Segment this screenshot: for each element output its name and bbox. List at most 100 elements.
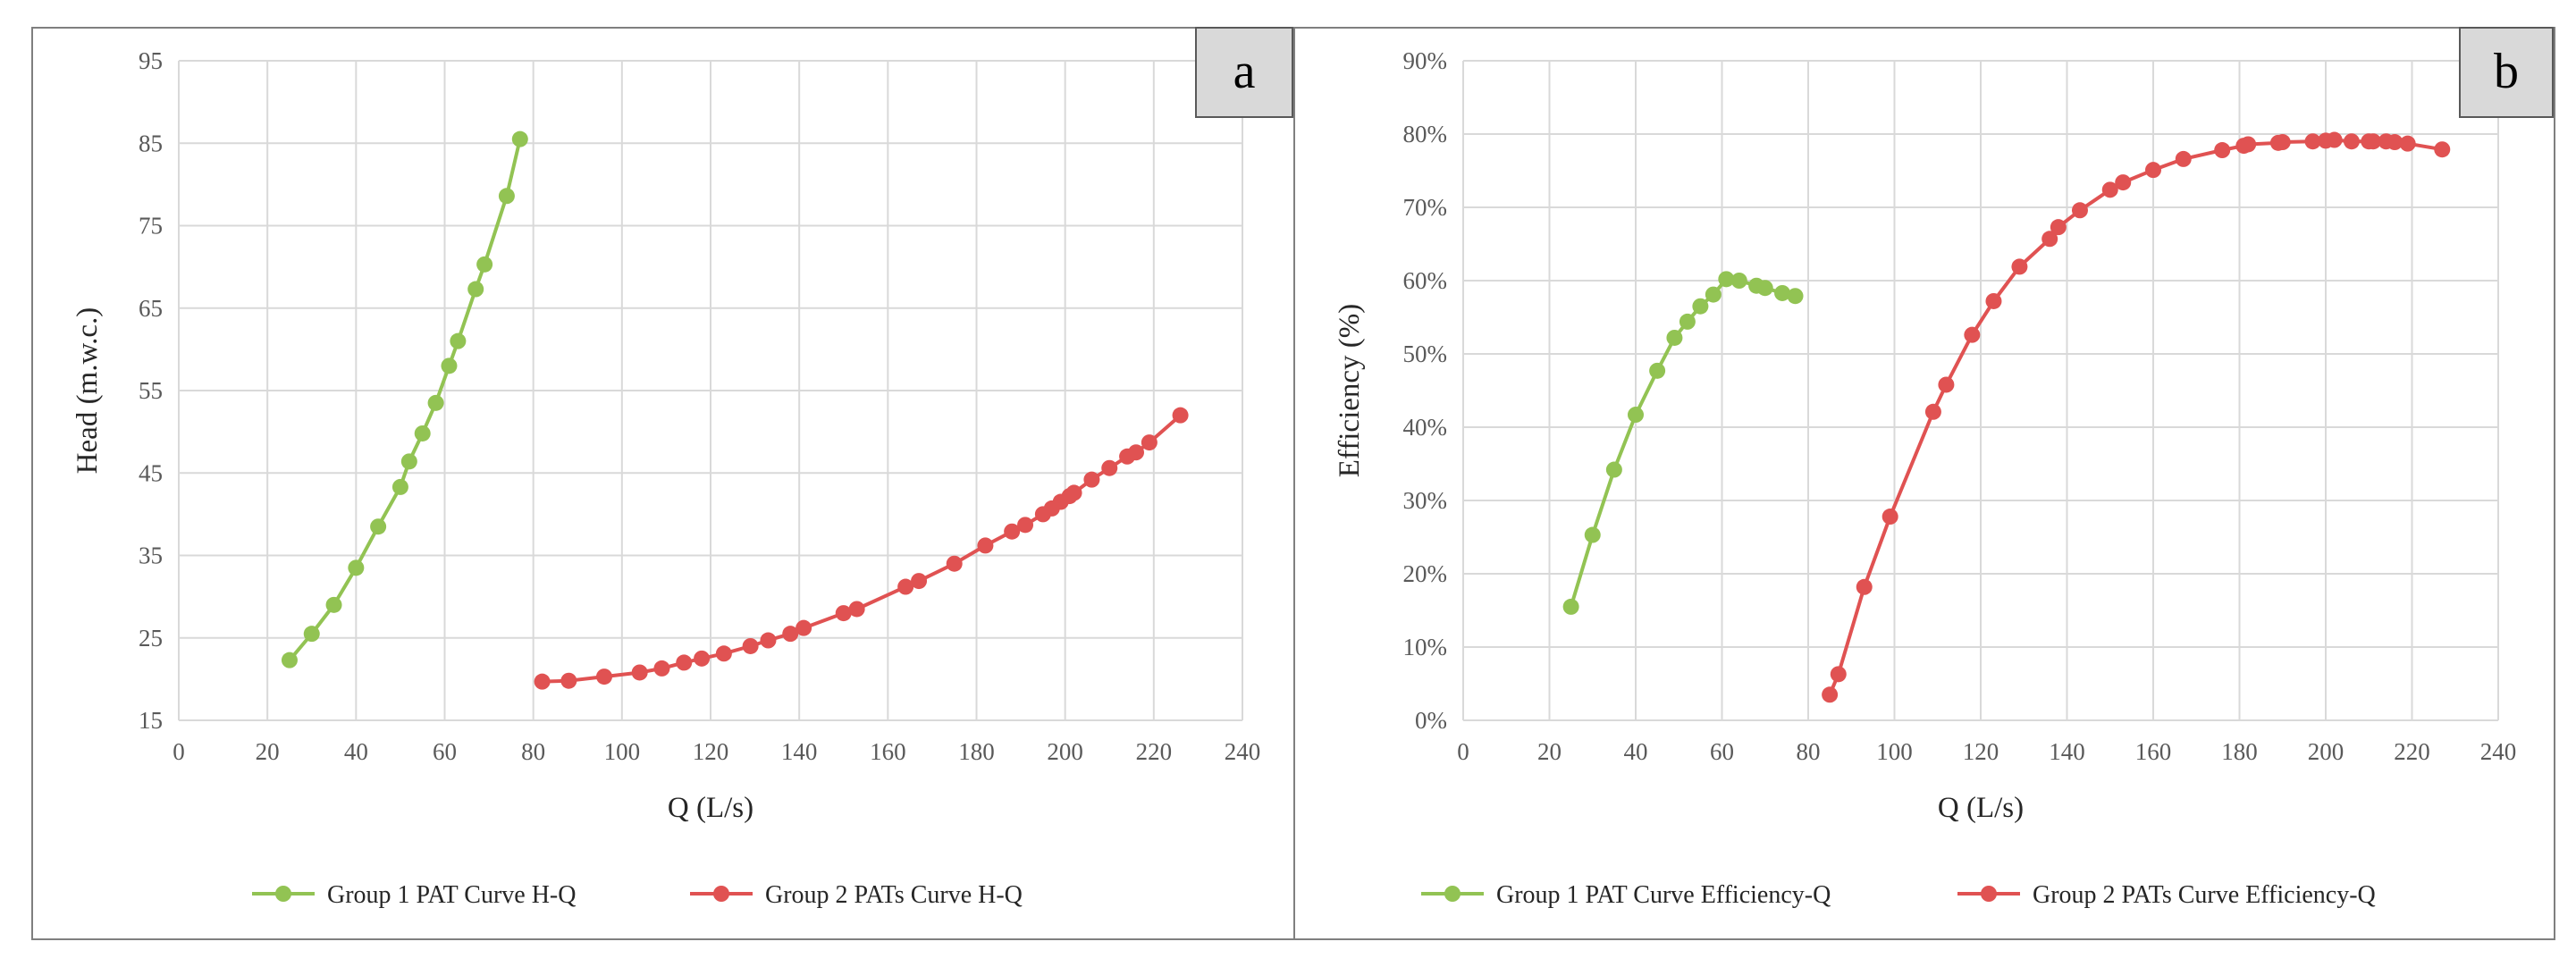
data-point-b-2 (1822, 686, 1839, 703)
x-tick-label: 100 (604, 738, 641, 765)
data-point-b-2 (1830, 666, 1847, 683)
panel-label-box-a: a (1195, 27, 1293, 118)
y-tick-label: 15 (139, 707, 163, 734)
data-point-b-2 (2050, 219, 2067, 236)
y-tick-label: 65 (139, 295, 163, 322)
legend-label: Group 1 PAT Curve Efficiency-Q (1496, 881, 1831, 909)
data-point-b-2 (2175, 150, 2192, 167)
y-tick-label: 60% (1403, 267, 1448, 294)
data-point-a-2 (911, 573, 928, 590)
data-point-a-1 (498, 188, 515, 205)
data-point-b-2 (2071, 202, 2088, 219)
data-point-a-1 (325, 596, 342, 613)
data-point-a-1 (281, 652, 298, 668)
x-tick-label: 240 (2480, 738, 2517, 765)
panel-b: 0 20 40 60 80 100 120 140 160 180 200 220 240 0% 10% 20… (1293, 27, 2555, 940)
data-point-b-2 (1985, 292, 2002, 309)
legend-a: Group 1 PAT Curve H-Q Group 2 PATs Curve … (252, 881, 1023, 909)
x-tick-label: 220 (2394, 738, 2430, 765)
data-point-b-1 (1718, 271, 1735, 288)
data-point-a-2 (796, 619, 812, 636)
data-point-a-2 (596, 668, 612, 685)
data-point-b-2 (2274, 134, 2291, 151)
x-tick-label: 220 (1136, 738, 1173, 765)
data-point-a-2 (631, 664, 648, 681)
data-point-b-1 (1562, 598, 1579, 615)
legend-swatch-marker (1444, 886, 1461, 902)
data-point-b-2 (1964, 326, 1981, 343)
data-point-b-2 (2326, 131, 2343, 148)
panel-b-frame (1293, 27, 2555, 940)
legend-swatch-marker (1981, 886, 1997, 902)
x-tick-label: 200 (2308, 738, 2344, 765)
data-point-b-2 (2304, 133, 2321, 150)
data-point-b-1 (1605, 461, 1622, 478)
legend-label: Group 2 PATs Curve Efficiency-Q (2033, 881, 2376, 909)
data-point-a-2 (848, 601, 865, 618)
data-point-b-2 (1938, 376, 1955, 393)
data-point-a-2 (760, 632, 777, 649)
y-tick-label: 0% (1415, 707, 1447, 734)
data-point-a-1 (370, 518, 387, 535)
x-tick-label: 40 (1624, 738, 1648, 765)
x-tick-label: 0 (173, 738, 185, 765)
data-point-b-2 (2011, 258, 2028, 275)
data-point-a-2 (1083, 471, 1100, 488)
data-point-a-2 (560, 672, 577, 689)
data-point-b-1 (1628, 407, 1644, 424)
data-point-a-2 (946, 555, 963, 572)
data-point-b-2 (2041, 231, 2058, 248)
y-tick-label: 85 (139, 130, 163, 156)
data-point-a-2 (1101, 459, 1118, 476)
x-tick-label: 60 (1710, 738, 1734, 765)
y-tick-label: 10% (1403, 634, 1448, 660)
data-point-a-1 (427, 394, 444, 411)
data-point-b-1 (1705, 286, 1722, 303)
data-point-b-1 (1787, 288, 1804, 305)
x-axis-title-a: Q (L/s) (668, 792, 753, 824)
data-point-a-1 (414, 425, 431, 441)
data-point-a-2 (1172, 407, 1189, 424)
y-axis-title-b: Efficiency (%) (1334, 304, 1366, 478)
x-tick-label: 240 (1225, 738, 1261, 765)
data-point-a-1 (400, 453, 417, 470)
data-point-b-2 (1881, 509, 1898, 526)
panel-a-frame (31, 27, 1295, 940)
y-tick-label: 70% (1403, 194, 1448, 221)
data-point-b-1 (1774, 284, 1791, 301)
data-point-a-2 (676, 654, 693, 671)
x-tick-label: 200 (1047, 738, 1083, 765)
y-tick-label: 55 (139, 377, 163, 404)
data-point-a-2 (534, 673, 551, 690)
data-point-b-2 (2240, 136, 2257, 153)
data-point-a-2 (1065, 484, 1082, 501)
data-point-b-2 (2399, 135, 2416, 152)
x-tick-label: 20 (1537, 738, 1562, 765)
y-tick-label: 30% (1403, 487, 1448, 514)
x-tick-label: 100 (1876, 738, 1913, 765)
legend-label: Group 1 PAT Curve H-Q (327, 881, 576, 909)
x-axis-title-b: Q (L/s) (1938, 792, 2024, 824)
legend-swatch-marker (713, 886, 729, 902)
data-point-a-1 (476, 256, 493, 273)
legend-label: Group 2 PATs Curve H-Q (765, 881, 1023, 909)
data-point-b-1 (1584, 526, 1601, 543)
data-point-b-2 (2365, 133, 2382, 150)
data-point-b-2 (2434, 141, 2451, 158)
data-point-b-2 (2343, 133, 2360, 150)
x-tick-label: 160 (2135, 738, 2172, 765)
data-point-a-1 (511, 130, 528, 147)
panel-a: 0 20 40 60 80 100 120 140 160 180 200 220 240 15 25 35 4… (31, 27, 1295, 940)
data-point-a-2 (742, 637, 759, 654)
data-point-b-2 (2214, 142, 2231, 159)
x-tick-label: 80 (521, 738, 545, 765)
y-tick-label: 35 (139, 542, 163, 569)
x-tick-label: 120 (693, 738, 729, 765)
data-point-a-1 (467, 281, 484, 298)
data-point-b-2 (1856, 578, 1873, 595)
data-point-a-2 (782, 626, 799, 643)
x-tick-label: 140 (2049, 738, 2085, 765)
y-tick-label: 90% (1403, 47, 1448, 74)
panel-label-box-b: b (2459, 27, 2554, 118)
x-tick-label: 80 (1797, 738, 1821, 765)
